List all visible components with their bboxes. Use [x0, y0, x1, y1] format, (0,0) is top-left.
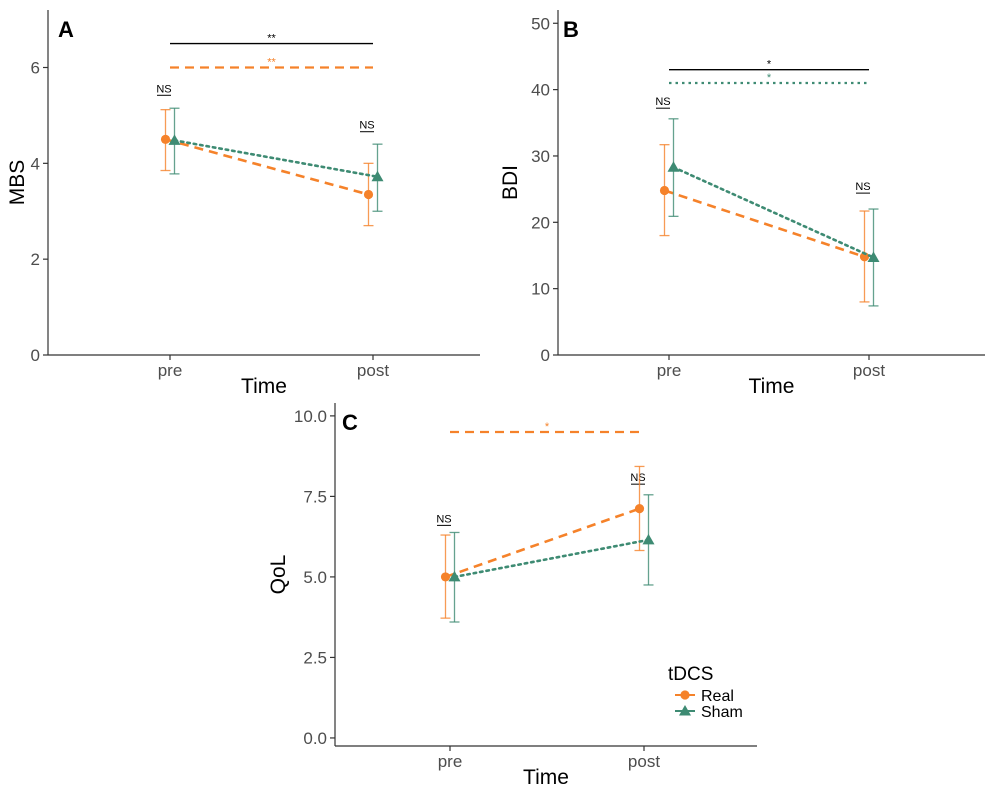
significance-label: ** [267, 33, 276, 45]
ns-label: NS [436, 513, 451, 525]
significance-label: * [545, 421, 550, 433]
y-tick-label: 5.0 [303, 568, 327, 587]
x-tick-label: pre [657, 361, 682, 380]
legend-title: tDCS [668, 664, 713, 685]
x-axis-title: Time [241, 375, 287, 398]
x-tick-label: pre [158, 361, 183, 380]
x-axis-title: Time [749, 375, 795, 398]
legend-label: Sham [701, 704, 743, 721]
series-line-sham [453, 538, 650, 579]
y-tick-label: 10 [531, 280, 550, 299]
ns-label: NS [359, 120, 374, 132]
series-line-sham [672, 165, 875, 259]
data-point-sham [371, 170, 384, 182]
panel-c: 0.0 2.5 5.0 7.5 10.0 pre post Time QoL C * NS NS [267, 403, 757, 789]
x-axis-title: Time [523, 766, 569, 789]
x-tick-label: pre [438, 752, 463, 771]
ns-label: NS [156, 83, 171, 95]
y-tick-label: 2.5 [303, 648, 327, 667]
x-tick-label: post [628, 752, 660, 771]
legend-label: Real [701, 688, 734, 705]
significance-label: * [767, 59, 772, 71]
data-point-real [363, 189, 374, 200]
data-point-real [440, 572, 451, 582]
y-tick-label: 0.0 [303, 729, 327, 748]
data-point-sham [642, 533, 655, 545]
x-tick-label: post [357, 361, 389, 380]
y-tick-label: 30 [531, 147, 550, 166]
data-point-real [659, 185, 670, 196]
y-axis-title: MBS [6, 160, 29, 206]
y-tick-label: 10.0 [294, 407, 327, 426]
panel-label: B [563, 17, 579, 42]
data-point-sham [168, 134, 181, 145]
series-line-real [165, 138, 369, 196]
legend-key-circle [680, 690, 690, 700]
data-point-sham [867, 251, 880, 262]
y-tick-label: 2 [31, 250, 40, 269]
y-tick-label: 20 [531, 213, 550, 232]
ns-label: NS [655, 96, 670, 108]
panel-b: 0 10 20 30 40 50 pre post Time BDI B ** NS NS [499, 10, 985, 398]
panel-label: C [342, 410, 358, 435]
series-line-real [664, 189, 865, 259]
y-tick-label: 6 [31, 59, 40, 78]
data-point-real [634, 504, 645, 514]
y-tick-label: 40 [531, 81, 550, 100]
y-axis-title: QoL [267, 555, 290, 595]
y-tick-label: 0 [31, 346, 40, 365]
data-point-real [160, 134, 171, 144]
y-tick-label: 7.5 [303, 487, 327, 506]
x-tick-label: post [853, 361, 885, 380]
data-point-sham [448, 570, 461, 582]
panel-a: 0 2 4 6 pre post Time MBS A ** ** NS NS [6, 10, 480, 398]
y-tick-label: 0 [541, 346, 550, 365]
panel-label: A [58, 17, 74, 42]
series-line-real [445, 507, 640, 579]
ns-label: NS [630, 472, 645, 484]
y-tick-label: 50 [531, 14, 550, 33]
series-line-sham [173, 139, 379, 179]
y-tick-label: 4 [31, 154, 40, 173]
data-point-sham [667, 161, 680, 172]
y-axis-title: BDI [499, 165, 522, 200]
significance-label: * [767, 72, 772, 84]
ns-label: NS [855, 181, 870, 193]
data-point-real [859, 252, 870, 262]
significance-label: ** [267, 57, 276, 69]
legend-key-triangle [679, 705, 691, 716]
